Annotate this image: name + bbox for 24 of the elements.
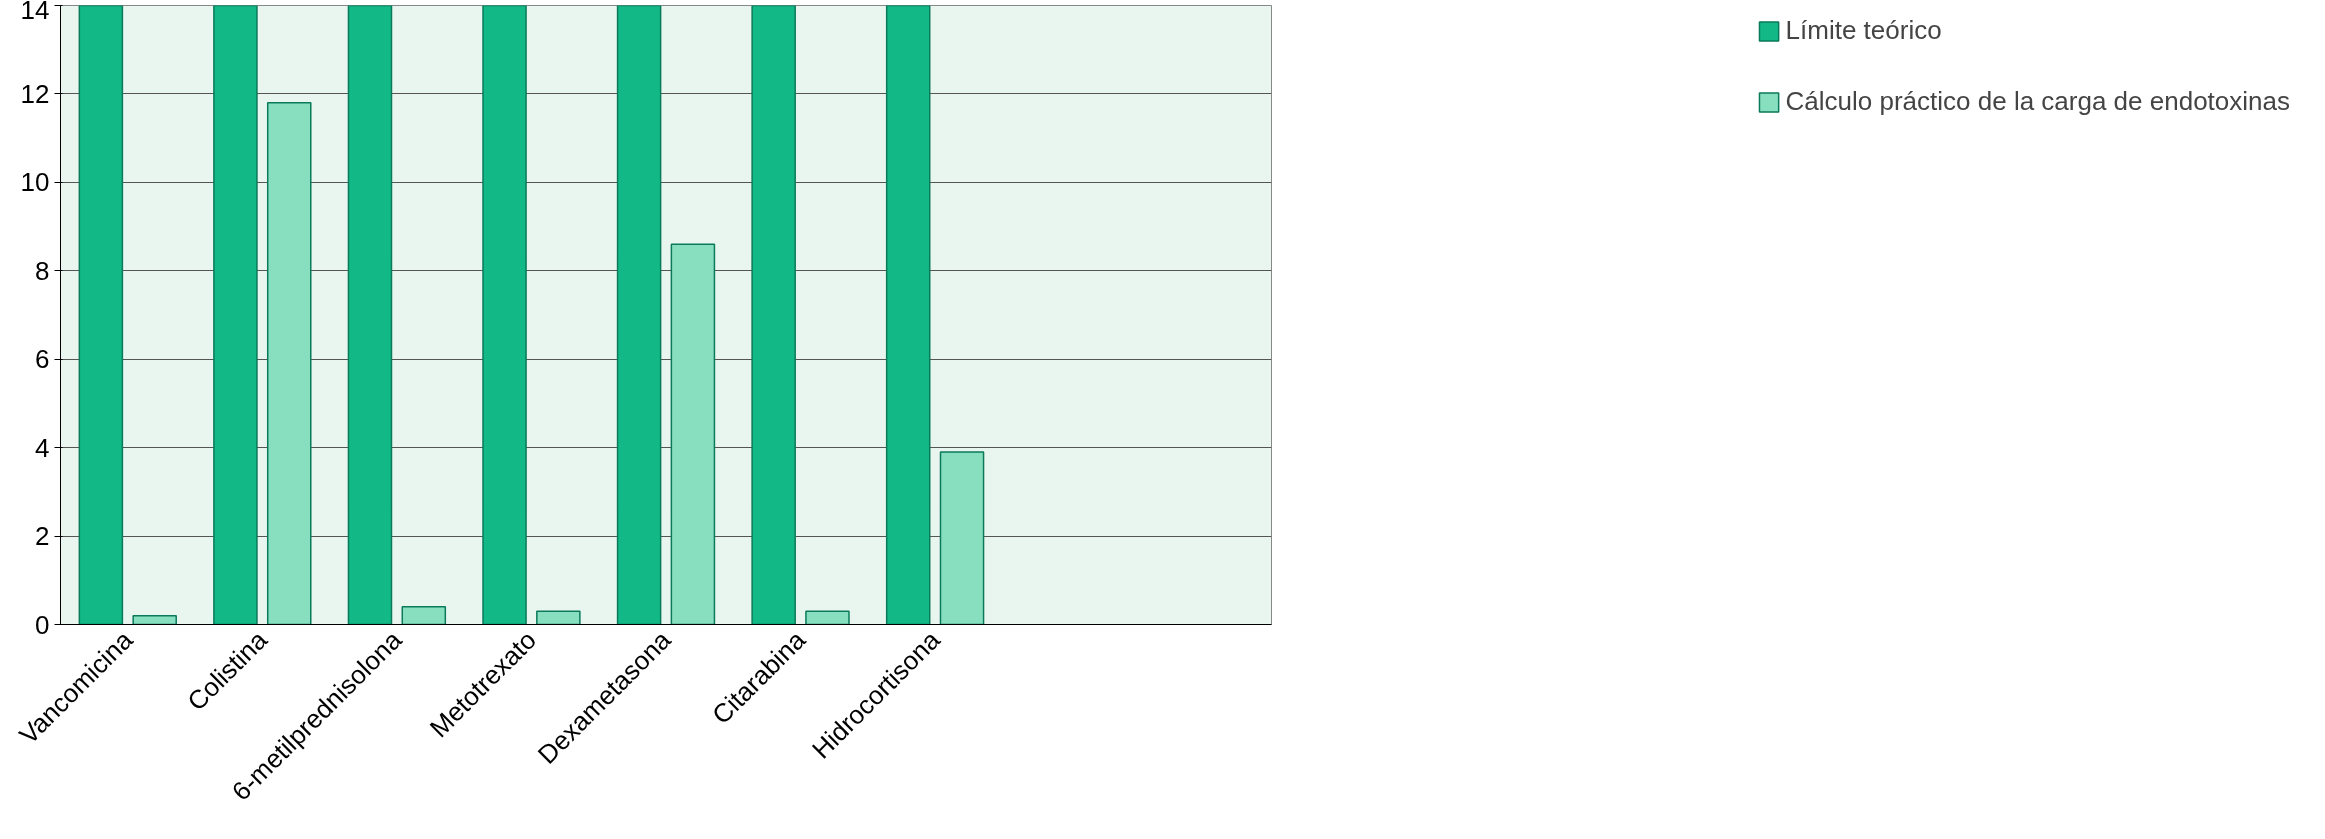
- bar: [805, 610, 850, 625]
- y-tick-label: 14: [20, 0, 50, 25]
- bar: [536, 610, 581, 625]
- legend-label: Cálculo práctico de la carga de endotoxinas: [1785, 86, 2290, 117]
- bar: [213, 5, 258, 625]
- y-tick-label: 2: [35, 521, 50, 552]
- bar: [885, 5, 931, 625]
- bar: [939, 451, 985, 625]
- bar: [751, 5, 796, 625]
- y-tick-label: 0: [35, 609, 50, 640]
- bar: [616, 5, 662, 625]
- bar: [347, 5, 393, 625]
- bar: [670, 243, 716, 625]
- bar: [266, 102, 312, 625]
- legend-label: Límite teórico: [1785, 15, 1942, 46]
- bar: [482, 5, 527, 625]
- y-tick-label: 6: [35, 344, 50, 375]
- bar: [78, 5, 124, 625]
- y-tick-label: 10: [20, 167, 50, 198]
- bar: [401, 606, 447, 625]
- y-tick-label: 4: [35, 432, 50, 463]
- y-tick-label: 8: [35, 255, 50, 286]
- bar: [132, 614, 177, 625]
- y-tick-label: 12: [20, 78, 50, 109]
